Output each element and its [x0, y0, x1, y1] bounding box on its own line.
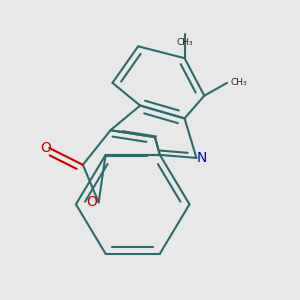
Text: O: O: [40, 141, 51, 155]
Text: N: N: [197, 151, 207, 165]
Text: O: O: [86, 195, 97, 209]
Text: CH₃: CH₃: [231, 78, 247, 87]
Text: CH₃: CH₃: [176, 38, 193, 47]
